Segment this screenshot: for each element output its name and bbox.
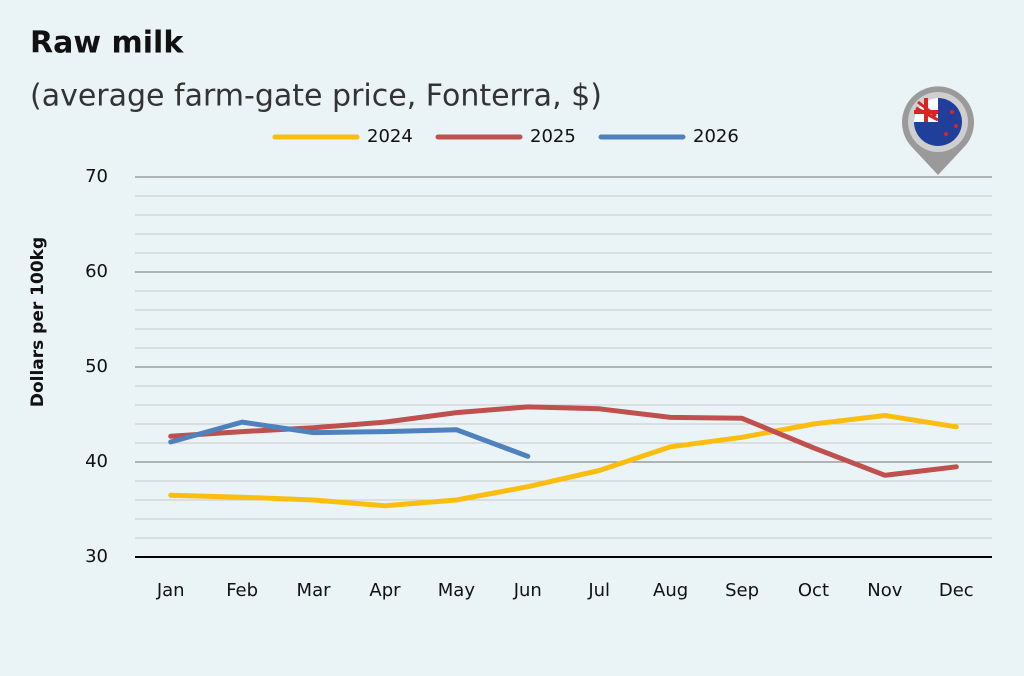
- x-tick-label: Nov: [867, 580, 902, 601]
- y-tick-label: 70: [85, 166, 108, 187]
- chart-title: Raw milk: [30, 26, 184, 61]
- x-tick-label: Jan: [156, 580, 185, 601]
- flag-pin-icon: [902, 86, 975, 175]
- series-line: [168, 419, 531, 459]
- chart-subtitle: (average farm-gate price, Fonterra, $): [30, 79, 602, 114]
- x-tick-label: Dec: [939, 580, 974, 601]
- x-tick-label: Jun: [513, 580, 542, 601]
- legend-label: 2025: [530, 126, 576, 147]
- y-tick-label: 40: [85, 451, 108, 472]
- legend-label: 2024: [367, 126, 413, 147]
- x-tick-label: Apr: [369, 580, 401, 601]
- legend-label: 2026: [693, 126, 739, 147]
- x-tick-label: Jul: [587, 580, 610, 601]
- x-tick-label: Mar: [297, 580, 332, 601]
- y-tick-label: 30: [85, 546, 108, 567]
- x-tick-label: Aug: [653, 580, 688, 601]
- y-tick-label: 60: [85, 261, 108, 282]
- x-tick-label: Sep: [725, 580, 759, 601]
- x-tick-label: May: [438, 580, 476, 601]
- x-tick-label: Feb: [226, 580, 258, 601]
- series-line: [168, 404, 959, 478]
- series-line: [168, 413, 959, 509]
- y-axis-label: Dollars per 100kg: [28, 237, 48, 407]
- x-tick-label: Oct: [798, 580, 829, 601]
- y-tick-label: 50: [85, 356, 108, 377]
